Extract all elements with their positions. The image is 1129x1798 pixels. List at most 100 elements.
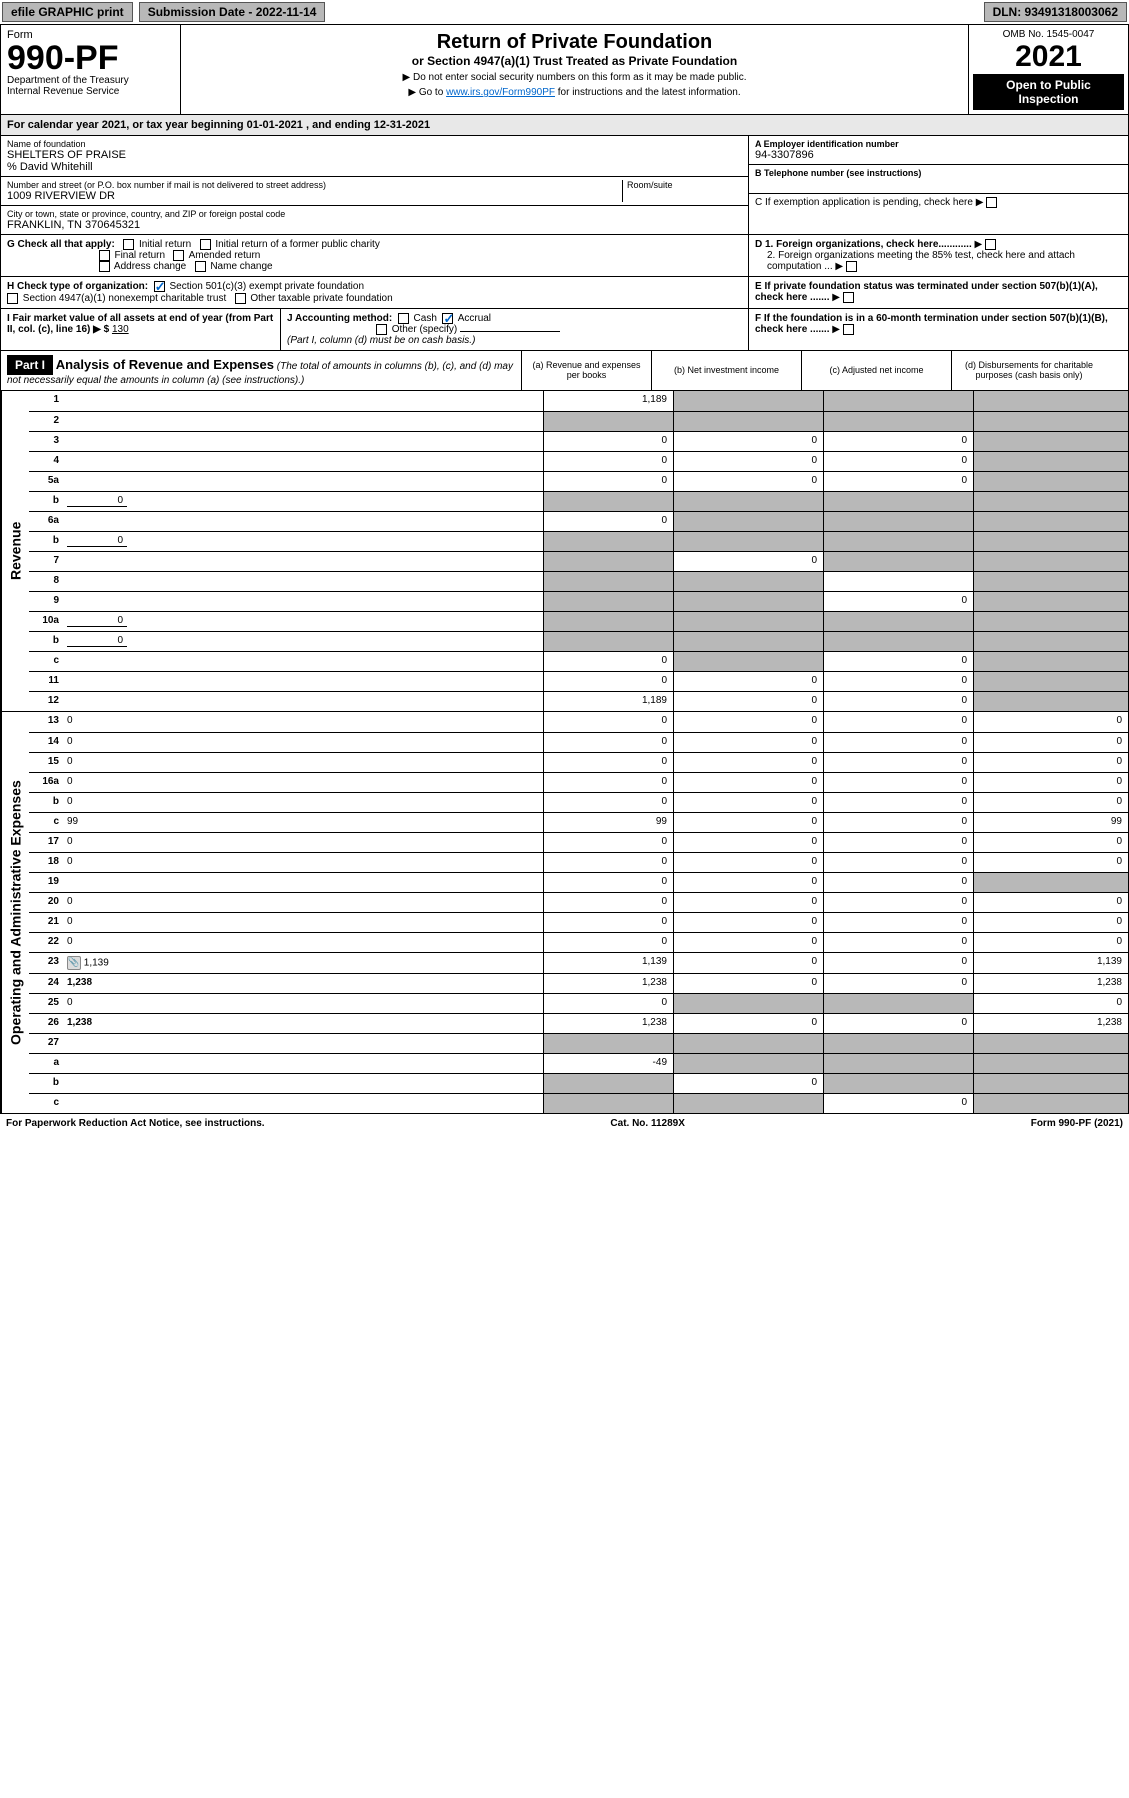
cb-cash[interactable] — [398, 313, 409, 324]
cell-b — [673, 532, 823, 551]
section-ij: I Fair market value of all assets at end… — [0, 309, 1129, 351]
row-description — [63, 1054, 543, 1073]
form-number: 990-PF — [7, 41, 174, 75]
cell-b: 0 — [673, 712, 823, 732]
cell-c: 0 — [823, 592, 973, 611]
col-c-header: (c) Adjusted net income — [801, 351, 951, 390]
cb-initial-former[interactable] — [200, 239, 211, 250]
cb-other-taxable[interactable] — [235, 293, 246, 304]
note-ssn: ▶ Do not enter social security numbers o… — [187, 72, 962, 83]
cell-b: 0 — [673, 733, 823, 752]
cb-e[interactable] — [843, 292, 854, 303]
cell-a — [543, 1034, 673, 1053]
row-number: 20 — [29, 893, 63, 912]
table-row: 27 — [29, 1033, 1128, 1053]
cell-a — [543, 632, 673, 651]
row-number: c — [29, 813, 63, 832]
cb-d2[interactable] — [846, 261, 857, 272]
cell-a: 0 — [543, 913, 673, 932]
row-description: 📎 1,139 — [63, 953, 543, 973]
cell-c: 0 — [823, 753, 973, 772]
submission-date: Submission Date - 2022-11-14 — [139, 2, 326, 22]
form-subtitle: or Section 4947(a)(1) Trust Treated as P… — [187, 54, 962, 68]
cb-namechange[interactable] — [195, 261, 206, 272]
cell-b — [673, 512, 823, 531]
cell-d: 0 — [973, 712, 1128, 732]
cell-c — [823, 391, 973, 411]
row-number: 4 — [29, 452, 63, 471]
cell-b: 0 — [673, 773, 823, 792]
row-description: 0 — [63, 853, 543, 872]
cell-b: 0 — [673, 672, 823, 691]
cell-a — [543, 1094, 673, 1113]
cell-d — [973, 1094, 1128, 1113]
row-number: 1 — [29, 391, 63, 411]
cell-d — [973, 492, 1128, 511]
row-description: 0 — [63, 733, 543, 752]
cell-c: 0 — [823, 1094, 973, 1113]
table-row: 16a00000 — [29, 772, 1128, 792]
cell-d — [973, 432, 1128, 451]
table-row: a-49 — [29, 1053, 1128, 1073]
row-number: b — [29, 492, 63, 511]
row-description: 1,238 — [63, 974, 543, 993]
cb-501c3[interactable] — [154, 281, 165, 292]
table-row: 1400000 — [29, 732, 1128, 752]
cell-b — [673, 632, 823, 651]
cell-d — [973, 532, 1128, 551]
cell-b: 0 — [673, 853, 823, 872]
cb-amended[interactable] — [173, 250, 184, 261]
c-checkbox[interactable] — [986, 197, 997, 208]
cell-d — [973, 672, 1128, 691]
row-number: 6a — [29, 512, 63, 531]
cb-accrual[interactable] — [442, 313, 453, 324]
row-number: b — [29, 532, 63, 551]
cb-address[interactable] — [99, 261, 110, 272]
open-public: Open to Public Inspection — [973, 74, 1124, 110]
row-number: 27 — [29, 1034, 63, 1053]
cb-final[interactable] — [99, 250, 110, 261]
cell-c: 0 — [823, 833, 973, 852]
cell-d — [973, 452, 1128, 471]
cb-4947[interactable] — [7, 293, 18, 304]
cell-d — [973, 472, 1128, 491]
cell-d — [973, 412, 1128, 431]
cell-a — [543, 1074, 673, 1093]
cell-a — [543, 492, 673, 511]
cb-initial[interactable] — [123, 239, 134, 250]
row-number: 17 — [29, 833, 63, 852]
i-label: I Fair market value of all assets at end… — [7, 313, 273, 335]
irs-label: Internal Revenue Service — [7, 86, 174, 97]
cb-d1[interactable] — [985, 239, 996, 250]
efile-button[interactable]: efile GRAPHIC print — [2, 2, 133, 22]
table-row: 1700000 — [29, 832, 1128, 852]
cell-d — [973, 612, 1128, 631]
cat-number: Cat. No. 11289X — [610, 1118, 684, 1129]
form990pf-link[interactable]: www.irs.gov/Form990PF — [446, 87, 555, 98]
cb-f[interactable] — [843, 324, 854, 335]
cb-other-method[interactable] — [376, 324, 387, 335]
row-description: 0 — [63, 753, 543, 772]
cell-d: 1,238 — [973, 1014, 1128, 1033]
row-number: 14 — [29, 733, 63, 752]
j-note: (Part I, column (d) must be on cash basi… — [287, 335, 475, 346]
row-description — [63, 472, 543, 491]
cell-d: 0 — [973, 913, 1128, 932]
cell-a: 0 — [543, 712, 673, 732]
part1-title: Analysis of Revenue and Expenses — [56, 357, 274, 372]
cell-a: 0 — [543, 512, 673, 531]
paperwork-notice: For Paperwork Reduction Act Notice, see … — [6, 1118, 265, 1129]
cell-c: 0 — [823, 913, 973, 932]
cell-b: 0 — [673, 1074, 823, 1093]
cell-c: 0 — [823, 712, 973, 732]
row-description — [63, 1094, 543, 1113]
cell-c: 0 — [823, 692, 973, 711]
e-label: E If private foundation status was termi… — [755, 281, 1098, 303]
cell-d — [973, 572, 1128, 591]
attachment-icon[interactable]: 📎 — [67, 956, 81, 970]
cell-b — [673, 572, 823, 591]
table-row: b00000 — [29, 792, 1128, 812]
row-number: 23 — [29, 953, 63, 973]
cell-b — [673, 1094, 823, 1113]
cell-b — [673, 652, 823, 671]
